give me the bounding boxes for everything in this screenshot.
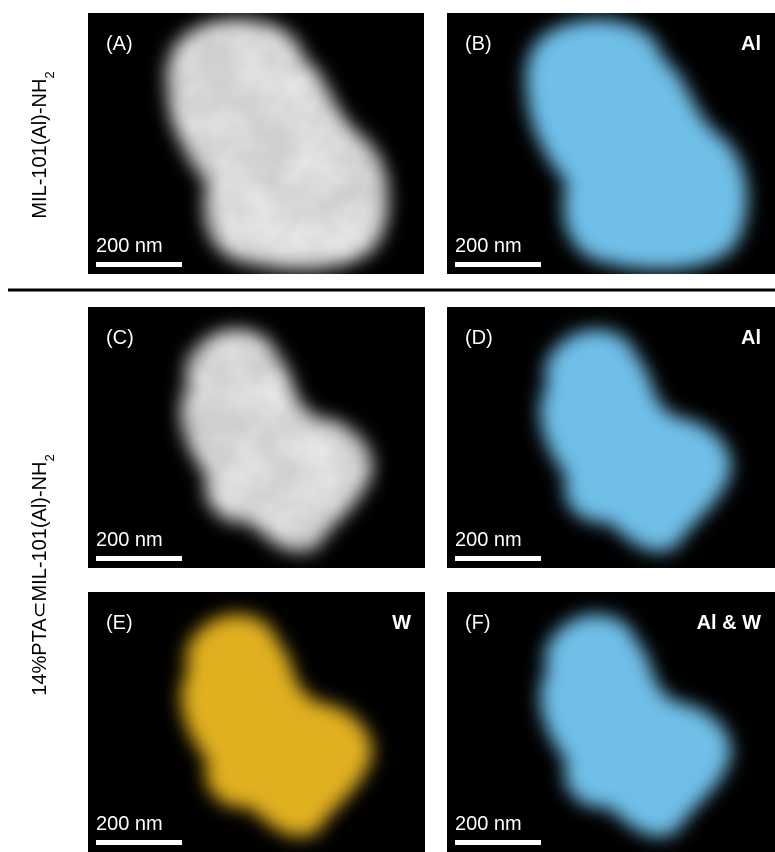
panel-label: (A) <box>106 33 133 55</box>
row-label-text: MIL-101(Al)-NH <box>29 79 51 219</box>
micrograph: (F) Al & W 200 nm <box>447 592 775 852</box>
panel-label: (C) <box>106 327 134 349</box>
scale-bar-label: 200 nm <box>455 235 522 257</box>
row-label-text: 14%PTA⊂MIL-101(Al)-NH <box>29 462 51 696</box>
scale-bar-label: 200 nm <box>455 813 522 835</box>
element-label: W <box>392 612 411 634</box>
figure: MIL-101(Al)-NH2 14%PTA⊂MIL-101(Al)-NH2 (… <box>0 0 775 852</box>
panel-label: (B) <box>465 33 492 55</box>
divider <box>0 288 775 292</box>
row-labels: MIL-101(Al)-NH2 14%PTA⊂MIL-101(Al)-NH2 <box>0 0 80 852</box>
row-label: MIL-101(Al)-NH2 <box>29 71 57 218</box>
scale-bar <box>455 262 541 267</box>
scale-bar <box>96 262 182 267</box>
scale-bar-label: 200 nm <box>96 529 163 551</box>
micrograph: (E) W 200 nm <box>88 592 425 852</box>
micrograph: (D) Al 200 nm <box>447 307 775 568</box>
panel-label: (F) <box>465 612 491 634</box>
element-label: Al <box>741 327 761 349</box>
scale-bar <box>96 556 182 561</box>
element-label: Al <box>741 33 761 55</box>
row-label: 14%PTA⊂MIL-101(Al)-NH2 <box>29 454 57 695</box>
scale-bar <box>455 840 541 845</box>
scale-bar <box>96 840 182 845</box>
panel-label: (E) <box>106 612 133 634</box>
row-label-subscript: 2 <box>42 71 57 78</box>
element-label: Al & W <box>697 612 762 634</box>
row-label-subscript: 2 <box>42 454 57 461</box>
scale-bar-label: 200 nm <box>96 813 163 835</box>
scale-bar-label: 200 nm <box>455 529 522 551</box>
micrograph: (B) Al 200 nm <box>447 13 775 274</box>
micrograph: (C) 200 nm <box>88 307 425 568</box>
scale-bar <box>455 556 541 561</box>
micrograph: (A) 200 nm <box>88 13 424 274</box>
panel-label: (D) <box>465 327 493 349</box>
scale-bar-label: 200 nm <box>96 235 163 257</box>
